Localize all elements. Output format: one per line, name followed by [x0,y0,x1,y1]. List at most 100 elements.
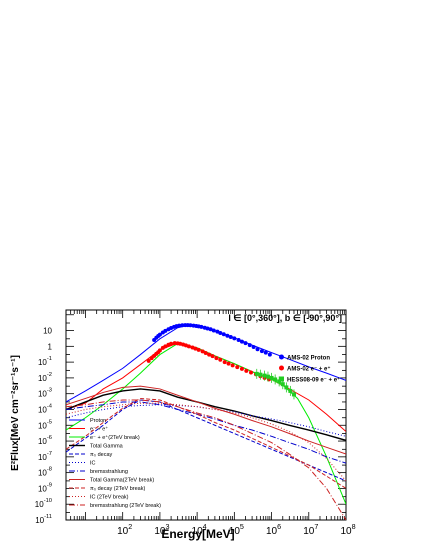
legend-label: HESS08-09 e⁻ + e⁺ [287,377,340,384]
legend-label: AMS-02 Proton [287,356,330,362]
legend-data: AMS-02 Proton AMS-02 e⁻ + e⁺ HESS08-09 e⁻ … [279,354,340,384]
data-point [203,350,208,355]
data-point [239,366,244,371]
x-tick-label: 103 [154,522,169,537]
y-tick-label: 1 [48,342,53,351]
data-point [186,344,191,349]
y-axis-label: E²Flux[MeV cm⁻²sr⁻¹s⁻¹] [10,355,21,471]
series-line [66,388,346,442]
data-point [228,334,233,339]
data-point [251,345,256,350]
legend-label: IC (2TeV break) [90,495,129,501]
data-point [263,350,268,355]
y-tick-label: 10-5 [38,419,52,430]
data-point [208,327,213,332]
data-point [188,323,193,328]
series-line [66,399,346,520]
data-point [163,328,168,333]
data-point [196,347,201,352]
data-point [157,332,162,337]
data-point [248,370,253,375]
y-tick-label: 10-6 [38,435,52,446]
y-tick-label: 10-1 [38,356,52,367]
data-point [177,323,182,328]
data-point [214,356,219,361]
y-tick-label: 10-8 [38,467,52,478]
data-point [207,352,212,357]
data-point [222,360,227,365]
legend-label: Total Gamma(2TeV break) [90,478,154,484]
legend-label: π₀ decay (2TeV break) [90,486,145,492]
data-point [218,357,223,362]
legend-label: AMS-02 e⁻ + e⁺ [287,366,331,373]
series-line [66,401,346,464]
plot-frame [65,309,347,521]
data-point [211,328,216,333]
data-point [221,332,226,337]
legend-model: Proton e⁻ + e⁺e⁻ + e⁺(2TeV break) Total Ga… [69,418,161,509]
x-tick-label: 108 [340,522,355,537]
legend-label: bremsstrahlung [90,469,128,475]
data-point [180,323,185,328]
data-point [172,341,177,346]
data-point [210,354,215,359]
legend-label: bremsstrahlung (2TeV break) [90,503,161,509]
data-point [169,341,174,346]
legend-marker [279,376,284,382]
x-tick-label: 104 [192,522,207,537]
series-curves [66,324,346,520]
y-tick-label: 10-4 [38,403,53,414]
data-point [267,352,272,357]
series-line [66,402,346,482]
y-tick-label: 10-10 [35,498,52,509]
data-point [199,324,204,329]
data-point [235,365,240,370]
legend-label: e⁻ + e⁺(2TeV break) [90,434,140,441]
legend-label: IC [90,461,96,467]
axis-tick-labels: 102 103 104 105 106 107 108 10 1 10-1 10-2 10-3 10-4… [35,327,356,537]
data-point [243,341,248,346]
data-point [225,333,230,338]
x-tick-label: 107 [303,522,318,537]
x-tick-label: 106 [266,522,281,537]
series-line [66,324,346,403]
data-point [236,338,241,343]
data-point [255,347,260,352]
data-point [146,358,151,363]
data-point [239,339,244,344]
data-point [259,349,264,354]
data-point [226,361,231,366]
data-point [193,346,198,351]
data-points [146,323,296,400]
data-point [205,326,210,331]
series-line [66,397,346,489]
legend-label: Total Gamma [90,444,124,450]
data-point [157,348,162,353]
data-point [232,336,237,341]
y-tick-label: 10-3 [38,388,52,399]
chart-title: l ∈ [0°,360°], b ∈ [-90°,90°] [228,313,342,323]
series-line [66,343,346,505]
data-point [163,344,168,349]
x-tick-label: 102 [117,522,132,537]
legend-label: π₀ decay [90,452,113,458]
data-point [218,330,223,335]
y-tick-label: 10-7 [38,451,52,462]
y-tick-label: 10-9 [38,482,52,493]
y-tick-label: 10 [43,327,52,336]
series-line [66,385,346,455]
axis-ticks [65,310,347,521]
data-point [244,368,249,373]
x-axis-label: Energy[MeV] [161,527,234,541]
y-tick-label: 10-11 [35,514,52,525]
y-tick-label: 10-2 [38,372,52,383]
data-point [247,343,252,348]
data-point [230,363,235,368]
legend-marker [279,365,284,371]
data-point [200,349,205,354]
legend-label: Proton [90,418,106,424]
legend-label: e⁻ + e⁺ [90,426,108,433]
x-tick-label: 105 [229,522,244,537]
legend-marker [279,354,284,360]
